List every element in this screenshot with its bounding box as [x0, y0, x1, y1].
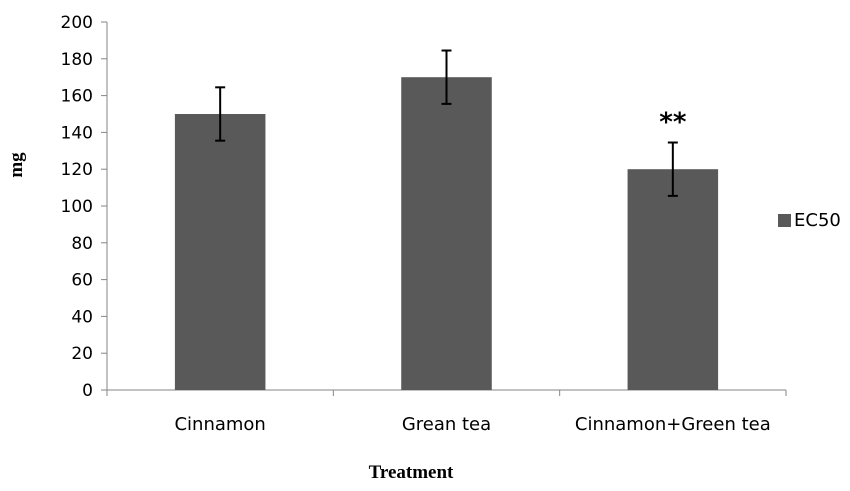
y-tick-label: 100	[61, 197, 93, 217]
y-tick-label: 120	[61, 160, 93, 180]
legend: EC50	[778, 210, 841, 231]
annotations-group: **	[659, 108, 687, 138]
y-axis-label: mg	[6, 152, 27, 178]
y-tick-label: 140	[61, 123, 93, 143]
bars-group	[174, 77, 719, 390]
y-tick-label: 80	[71, 234, 93, 254]
error-bars-group	[215, 49, 678, 197]
bar-cinnamon-green-tea	[627, 169, 719, 390]
x-axis-ticks: Cinnamon Grean tea Cinnamon+Green tea	[106, 390, 787, 435]
legend-label: EC50	[794, 210, 841, 231]
x-tick-label: Grean tea	[402, 414, 491, 435]
bar-grean-tea	[401, 77, 492, 390]
y-tick-label: 160	[61, 87, 93, 107]
error-bar	[667, 141, 678, 197]
error-bar	[215, 86, 226, 142]
y-axis-ticks: 0 20 40 60 80 100 120 140 160 180 200	[61, 13, 107, 401]
y-tick-label: 200	[61, 13, 93, 33]
significance-marker: **	[659, 108, 687, 138]
x-tick-label: Cinnamon+Green tea	[575, 414, 771, 435]
y-tick-label: 20	[71, 344, 93, 364]
y-tick-label: 180	[61, 50, 93, 70]
legend-swatch	[778, 214, 791, 227]
x-tick-label: Cinnamon	[174, 414, 265, 435]
y-tick-label: 40	[71, 307, 93, 327]
y-tick-label: 60	[71, 271, 93, 291]
x-axis-label: Treatment	[369, 462, 454, 483]
bar-cinnamon	[174, 114, 266, 390]
y-tick-label: 0	[82, 381, 93, 401]
error-bar	[441, 49, 452, 105]
